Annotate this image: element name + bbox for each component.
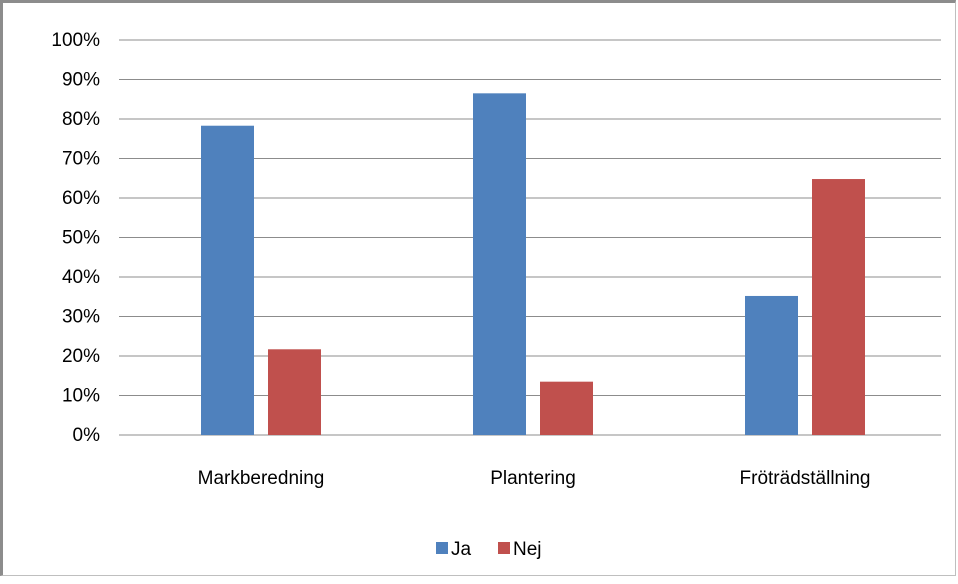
y-tick-label: 10% (62, 386, 100, 407)
bar-ja-0 (201, 125, 254, 435)
x-axis-labels: Markberedning Plantering Fröträdställning (198, 468, 871, 489)
y-axis-ticks: 0% 10% 20% 30% 40% 50% 60% 70% 80% 90% 100% (51, 30, 100, 446)
y-tick-label: 50% (62, 228, 100, 249)
x-tick-label: Fröträdställning (740, 468, 871, 489)
x-tick-label: Markberedning (198, 468, 325, 489)
y-tick-label: 70% (62, 149, 100, 170)
gridlines (119, 39, 941, 436)
y-tick-label: 60% (62, 188, 100, 209)
y-tick-label: 90% (62, 70, 100, 91)
bar-ja-2 (745, 295, 798, 435)
bar-chart: 0% 10% 20% 30% 40% 50% 60% 70% 80% 90% 100% Markbe… (51, 30, 941, 560)
y-tick-label: 80% (62, 109, 100, 130)
legend: Ja Nej (436, 539, 542, 560)
bar-nej-0 (268, 349, 321, 435)
y-tick-label: 40% (62, 267, 100, 288)
x-tick-label: Plantering (490, 468, 576, 489)
y-tick-label: 20% (62, 346, 100, 367)
bar-nej-2 (812, 179, 865, 435)
legend-label-ja: Ja (451, 539, 472, 560)
y-tick-label: 30% (62, 307, 100, 328)
legend-swatch-ja (436, 542, 448, 554)
bar-nej-1 (540, 381, 593, 435)
legend-swatch-nej (498, 542, 510, 554)
y-tick-label: 100% (51, 30, 100, 51)
bars (201, 93, 865, 435)
y-tick-label: 0% (73, 425, 101, 446)
legend-label-nej: Nej (513, 539, 542, 560)
bar-ja-1 (473, 93, 526, 435)
